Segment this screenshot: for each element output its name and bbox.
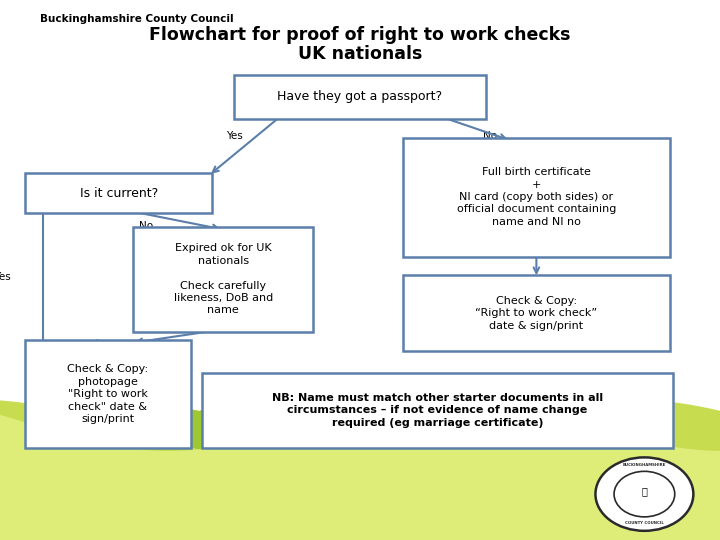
Text: BUCKINGHAMSHIRE: BUCKINGHAMSHIRE (623, 463, 666, 467)
Text: No: No (138, 221, 153, 232)
Polygon shape (0, 394, 720, 540)
Text: Check & Copy:
photopage
"Right to work
check" date &
sign/print: Check & Copy: photopage "Right to work c… (68, 364, 148, 424)
Text: Flowchart for proof of right to work checks: Flowchart for proof of right to work che… (149, 26, 571, 44)
Circle shape (614, 471, 675, 517)
FancyBboxPatch shape (234, 75, 486, 119)
FancyBboxPatch shape (25, 340, 191, 448)
FancyBboxPatch shape (403, 138, 670, 256)
Text: No: No (482, 131, 497, 141)
Text: UK nationals: UK nationals (298, 45, 422, 63)
Text: Full birth certificate
+
NI card (copy both sides) or
official document containi: Full birth certificate + NI card (copy b… (456, 167, 616, 227)
FancyBboxPatch shape (133, 227, 313, 332)
Polygon shape (0, 400, 720, 540)
Polygon shape (0, 400, 720, 540)
Text: 🦢: 🦢 (642, 487, 647, 496)
Text: Check & Copy:
“Right to work check”
date & sign/print: Check & Copy: “Right to work check” date… (475, 296, 598, 330)
FancyBboxPatch shape (202, 373, 673, 448)
Text: Expired ok for UK
nationals

Check carefully
likeness, DoB and
name: Expired ok for UK nationals Check carefu… (174, 244, 273, 315)
Text: COUNTY COUNCIL: COUNTY COUNCIL (625, 522, 664, 525)
Circle shape (595, 457, 693, 531)
Text: Buckinghamshire County Council: Buckinghamshire County Council (40, 14, 233, 24)
FancyBboxPatch shape (25, 173, 212, 213)
Text: NB: Name must match other starter documents in all
circumstances – if not eviden: NB: Name must match other starter docume… (272, 393, 603, 428)
FancyBboxPatch shape (403, 275, 670, 351)
Polygon shape (0, 397, 720, 540)
Text: Yes: Yes (0, 272, 11, 282)
Text: Have they got a passport?: Have they got a passport? (277, 90, 443, 103)
Text: Is it current?: Is it current? (80, 186, 158, 200)
Text: Yes: Yes (225, 131, 243, 141)
